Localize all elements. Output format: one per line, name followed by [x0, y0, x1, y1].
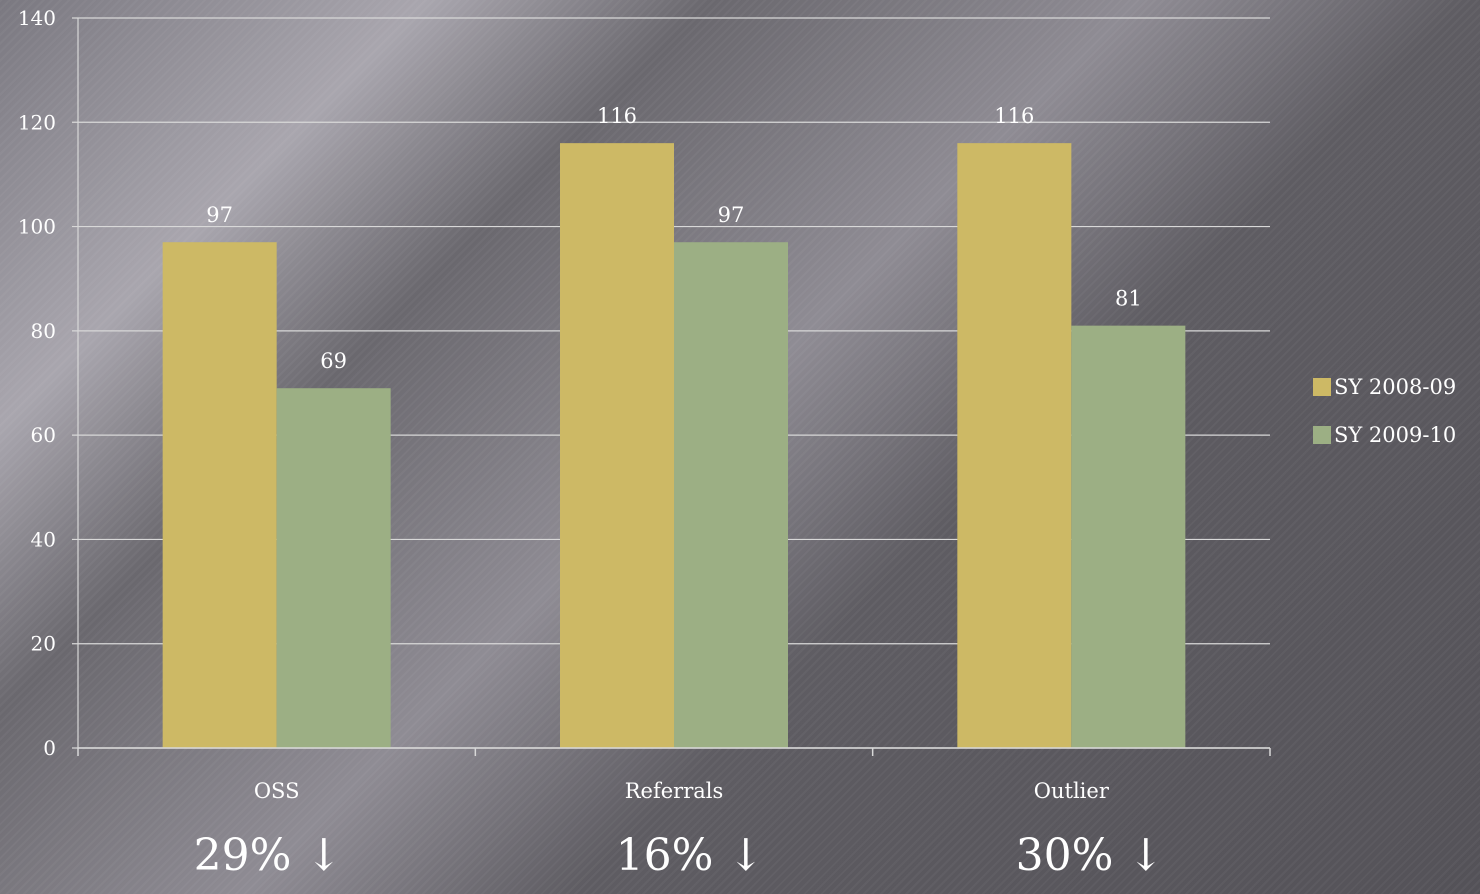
legend-label-2: SY 2009-10	[1334, 423, 1456, 447]
y-tick-label-40: 40	[31, 527, 56, 551]
bar-outlier-series-2	[1071, 325, 1186, 748]
change-annotation-outlier: 30% ↓	[1015, 830, 1165, 881]
x-tick-label-oss: OSS	[254, 779, 300, 803]
data-label-oss-series-2: 69	[320, 349, 347, 373]
bars	[162, 143, 1186, 749]
y-tick-label-100: 100	[18, 215, 56, 239]
data-label-referrals-series-2: 97	[718, 203, 745, 227]
legend-swatch-2	[1313, 426, 1331, 444]
x-tick-label-referrals: Referrals	[625, 779, 724, 803]
bar-oss-series-2	[276, 388, 391, 748]
bar-outlier-series-1	[957, 143, 1072, 749]
data-label-referrals-series-1: 116	[597, 104, 637, 128]
y-axis-tick-labels: 0 20 40 60 80 100 120 140	[18, 6, 56, 760]
y-tick-label-120: 120	[18, 110, 56, 134]
y-tick-label-140: 140	[18, 6, 56, 30]
data-label-outlier-series-2: 81	[1115, 287, 1142, 311]
y-tick-label-20: 20	[31, 632, 56, 656]
change-annotation-oss: 29% ↓	[193, 830, 343, 881]
data-label-outlier-series-1: 116	[994, 104, 1034, 128]
y-tick-label-0: 0	[43, 736, 56, 760]
bar-oss-series-1	[162, 242, 277, 748]
change-annotation-referrals: 16% ↓	[615, 830, 765, 881]
legend-label-1: SY 2008-09	[1334, 375, 1456, 399]
x-axis: OSS Referrals Outlier	[77, 18, 1271, 803]
x-tick-label-outlier: Outlier	[1034, 779, 1110, 803]
bar-referrals-series-2	[674, 242, 788, 748]
y-tick-label-80: 80	[31, 319, 56, 343]
data-labels: 97 69 116 97 116 81	[206, 104, 1141, 373]
legend: SY 2008-09 SY 2009-10	[1313, 375, 1456, 447]
data-label-oss-series-1: 97	[206, 203, 233, 227]
bar-referrals-series-1	[560, 143, 674, 749]
y-tick-label-60: 60	[31, 423, 56, 447]
legend-swatch-1	[1313, 378, 1331, 396]
